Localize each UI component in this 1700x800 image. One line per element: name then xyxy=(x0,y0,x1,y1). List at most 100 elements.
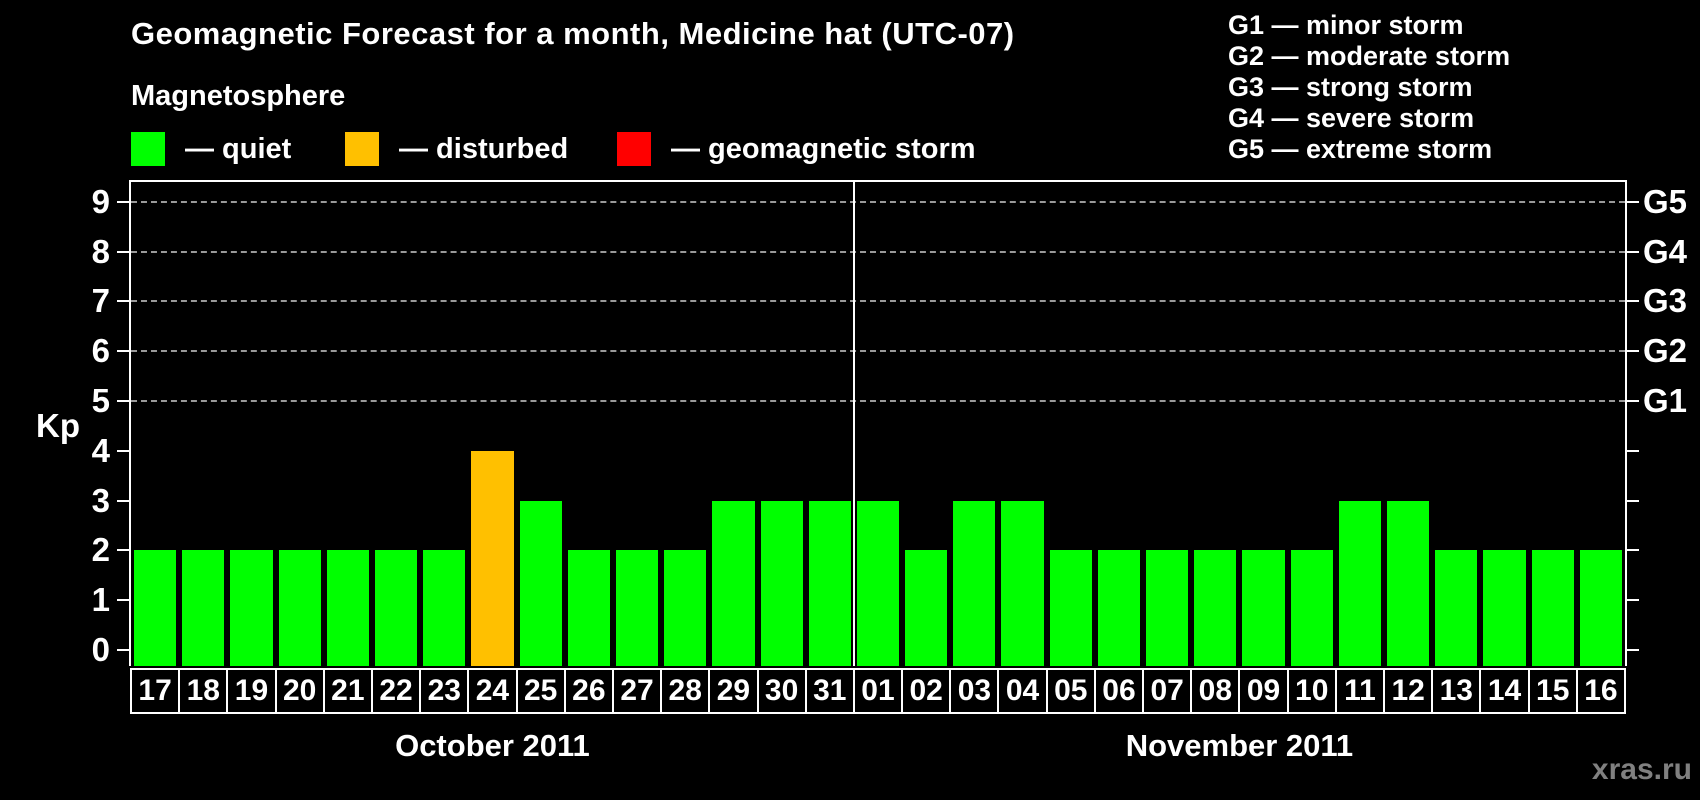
kp-bar-october-28 xyxy=(664,550,707,666)
y-tick-label: 6 xyxy=(91,332,110,370)
day-label-october-30: 30 xyxy=(756,668,807,714)
y-tick-label: 3 xyxy=(91,481,110,519)
day-label-november-14: 14 xyxy=(1479,668,1530,714)
left-axis-tick xyxy=(117,499,131,502)
day-label-october-31: 31 xyxy=(804,668,855,714)
day-label-november-10: 10 xyxy=(1286,668,1337,714)
day-label-november-15: 15 xyxy=(1527,668,1578,714)
y-tick-label: 1 xyxy=(91,581,110,619)
g-legend-item-g1: G1 — minor storm xyxy=(1228,10,1464,40)
kp-bar-october-25 xyxy=(519,500,562,666)
left-axis-tick xyxy=(117,200,131,203)
legend-item-label: — quiet xyxy=(185,132,292,165)
right-axis-tick xyxy=(1625,449,1639,452)
kp-bar-october-27 xyxy=(615,550,659,666)
day-label-november-13: 13 xyxy=(1431,668,1482,714)
kp-bar-october-17 xyxy=(134,550,177,666)
day-label-october-17: 17 xyxy=(130,668,181,714)
kp-bar-november-14 xyxy=(1483,550,1526,666)
kp-bar-november-05 xyxy=(1049,550,1092,666)
day-label-november-08: 08 xyxy=(1190,668,1241,714)
left-axis-tick xyxy=(117,599,131,602)
g-axis-label-g4: G4 xyxy=(1643,232,1688,270)
left-axis-tick xyxy=(117,300,131,303)
chart-title: Geomagnetic Forecast for a month, Medici… xyxy=(131,16,1015,51)
kp-bar-october-29 xyxy=(712,500,755,666)
disturbed-color-swatch xyxy=(345,132,379,166)
day-label-november-02: 02 xyxy=(901,668,952,714)
legend-item-disturbed: — disturbed xyxy=(345,130,568,168)
day-label-october-29: 29 xyxy=(708,668,759,714)
day-label-october-28: 28 xyxy=(660,668,711,714)
kp-bar-october-31 xyxy=(808,500,851,666)
day-label-october-27: 27 xyxy=(611,668,663,714)
y-tick-label: 5 xyxy=(91,382,110,419)
kp-bar-october-24 xyxy=(471,450,514,666)
left-axis-tick xyxy=(117,250,131,253)
g-axis-label-g2: G2 xyxy=(1643,332,1688,370)
right-axis-tick xyxy=(1625,499,1639,502)
day-label-october-24: 24 xyxy=(467,668,518,714)
g-axis-label-g5: G5 xyxy=(1643,182,1688,220)
day-label-november-04: 04 xyxy=(997,668,1048,714)
left-axis-tick xyxy=(117,350,131,353)
g-legend-item-g3: G3 — strong storm xyxy=(1228,72,1473,102)
legend-item-label: — disturbed xyxy=(399,132,569,165)
y-tick-label: 8 xyxy=(91,232,110,270)
y-tick-label: 9 xyxy=(91,182,110,220)
month-divider xyxy=(852,182,855,666)
gridline-kp-7 xyxy=(131,300,1625,303)
day-label-november-05: 05 xyxy=(1045,668,1096,714)
right-axis-tick xyxy=(1625,200,1639,203)
watermark: xras.ru xyxy=(1591,753,1692,786)
kp-bar-october-22 xyxy=(374,550,418,666)
kp-bar-november-13 xyxy=(1435,550,1478,666)
g-axis-label-g1: G1 xyxy=(1643,382,1688,419)
kp-bar-october-21 xyxy=(326,550,369,666)
kp-bar-november-11 xyxy=(1338,500,1382,666)
kp-bar-november-16 xyxy=(1579,550,1622,666)
day-label-october-20: 20 xyxy=(274,668,325,714)
kp-bar-november-06 xyxy=(1097,550,1141,666)
left-axis-tick xyxy=(117,449,131,452)
left-axis-tick xyxy=(117,549,131,552)
kp-bar-november-02 xyxy=(905,550,948,666)
kp-bar-october-20 xyxy=(278,550,321,666)
gridline-kp-9 xyxy=(131,200,1625,203)
y-tick-label: 4 xyxy=(91,431,110,469)
day-label-october-23: 23 xyxy=(419,668,470,714)
kp-bar-october-26 xyxy=(567,550,610,666)
kp-bar-november-09 xyxy=(1242,550,1285,666)
day-label-october-26: 26 xyxy=(563,668,614,714)
day-label-november-12: 12 xyxy=(1383,668,1434,714)
kp-bar-november-03 xyxy=(953,500,996,666)
kp-bar-november-10 xyxy=(1290,550,1333,666)
g-legend-item-g4: G4 — severe storm xyxy=(1228,103,1475,133)
day-label-october-18: 18 xyxy=(178,668,229,714)
gridline-kp-5 xyxy=(131,400,1625,402)
kp-bar-october-23 xyxy=(423,550,466,666)
kp-bar-november-04 xyxy=(1001,500,1044,666)
quiet-color-swatch xyxy=(131,132,165,166)
legend-item-label: — geomagnetic storm xyxy=(671,132,976,165)
legend-item-quiet: — quiet xyxy=(131,130,291,168)
g-scale-legend: G1 — minor storm G2 — moderate storm G3 … xyxy=(1228,10,1510,165)
day-label-november-16: 16 xyxy=(1575,668,1626,714)
right-axis-tick xyxy=(1625,350,1639,353)
day-label-november-03: 03 xyxy=(949,668,1000,714)
gridline-kp-6 xyxy=(131,350,1625,353)
kp-bar-october-19 xyxy=(230,550,273,666)
kp-bar-november-01 xyxy=(856,500,900,666)
left-axis-tick xyxy=(117,400,131,402)
right-axis-tick xyxy=(1625,400,1639,402)
right-axis-tick xyxy=(1625,649,1639,651)
right-axis-tick xyxy=(1625,300,1639,303)
day-label-november-09: 09 xyxy=(1238,668,1289,714)
day-label-november-06: 06 xyxy=(1093,668,1145,714)
day-label-november-01: 01 xyxy=(852,668,904,714)
month-label-october: October 2011 xyxy=(395,728,590,763)
y-tick-label: 0 xyxy=(91,631,110,668)
y-tick-label: 7 xyxy=(91,282,110,320)
left-axis-tick xyxy=(117,649,131,651)
